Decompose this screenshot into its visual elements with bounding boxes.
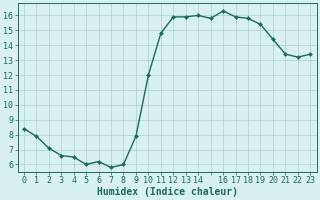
X-axis label: Humidex (Indice chaleur): Humidex (Indice chaleur) [97,186,237,197]
